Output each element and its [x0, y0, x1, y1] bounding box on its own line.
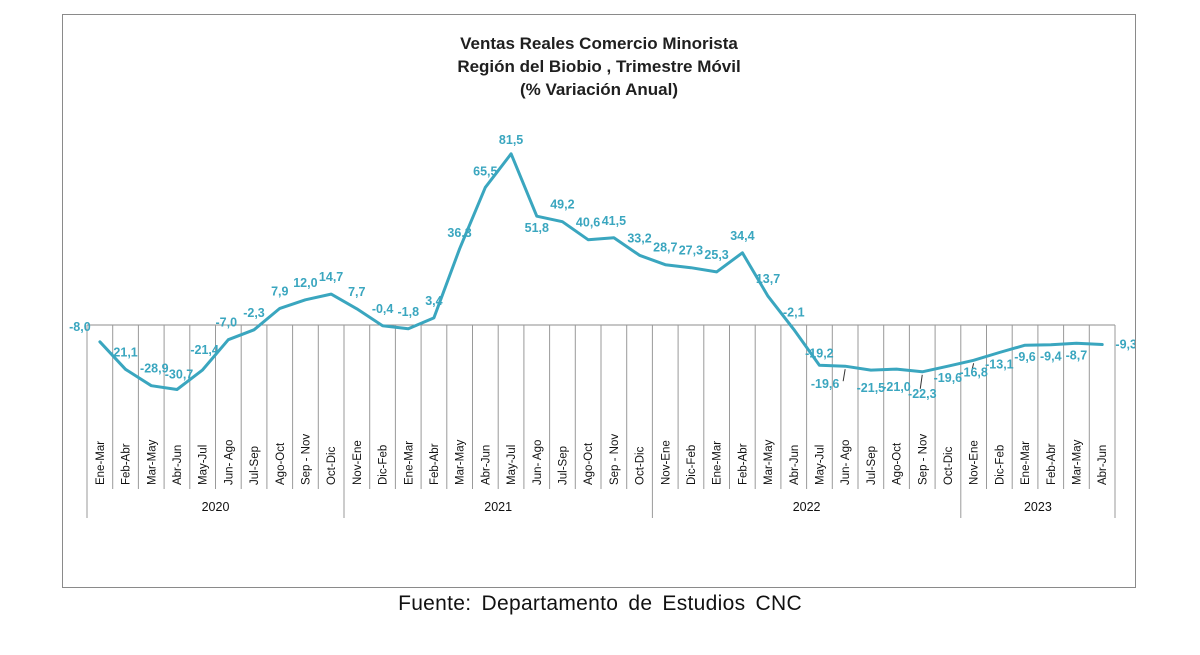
data-label: 65,5 — [473, 164, 497, 178]
x-tick-label: Feb-Abr — [737, 443, 749, 485]
data-label: 34,4 — [730, 229, 754, 243]
data-label: -13,1 — [985, 358, 1014, 372]
data-label: 7,7 — [348, 285, 365, 299]
year-label: 2023 — [1024, 500, 1052, 514]
x-tick-label: Abr-Jun — [789, 445, 801, 485]
chart-frame: Ventas Reales Comercio Minorista Región d… — [62, 14, 1136, 588]
data-label: -7,0 — [216, 316, 238, 330]
x-tick-label: Jun- Ago — [840, 440, 852, 485]
x-tick-label: Nov-Ene — [352, 440, 364, 485]
x-tick-label: Jun- Ago — [223, 440, 235, 485]
x-tick-label: Ene-Mar — [403, 441, 415, 485]
data-label: -21,0 — [882, 380, 911, 394]
x-tick-label: Feb-Abr — [1046, 443, 1058, 485]
x-tick-label: Feb-Abr — [429, 443, 441, 485]
x-tick-label: Mar-May — [1071, 439, 1083, 485]
x-tick-label: Mar-May — [455, 439, 467, 485]
data-label: 12,0 — [293, 276, 317, 290]
x-tick-label: Sep - Nov — [300, 434, 312, 485]
data-label: -8,0 — [69, 320, 91, 334]
data-label: -21,4 — [190, 343, 219, 357]
x-tick-label: Mar-May — [763, 439, 775, 485]
data-label: -19,6 — [811, 377, 840, 391]
label-leader-line — [842, 369, 846, 382]
source-note: Fuente: Departamento de Estudios CNC — [398, 592, 802, 615]
x-tick-label: Mar-May — [146, 439, 158, 485]
year-label: 2021 — [484, 500, 512, 514]
x-tick-label: Nov-Ene — [660, 440, 672, 485]
x-tick-label: Ago-Oct — [892, 442, 904, 485]
data-label: -9,3 — [1115, 338, 1135, 352]
data-label: 41,5 — [602, 214, 626, 228]
data-label: -0,4 — [372, 302, 394, 316]
chart-title-line-3: (% Variación Anual) — [520, 80, 678, 99]
data-label: 49,2 — [550, 198, 574, 212]
data-label: 28,7 — [653, 241, 677, 255]
data-label: -30,7 — [165, 368, 194, 382]
label-leader-line — [971, 363, 975, 372]
data-label: -1,8 — [398, 305, 420, 319]
x-tick-label: Ene-Mar — [95, 441, 107, 485]
data-label: -22,3 — [908, 387, 937, 401]
data-label: 7,9 — [271, 284, 288, 298]
data-label: 51,8 — [525, 221, 549, 235]
data-label: -2,1 — [783, 305, 805, 319]
x-tick-label: Jul-Sep — [249, 446, 261, 485]
x-tick-label: Abr-Jun — [1097, 445, 1109, 485]
data-label: -16,8 — [959, 365, 988, 379]
series-line — [98, 152, 1104, 391]
x-tick-label: Ago-Oct — [275, 442, 287, 485]
data-label: -9,4 — [1040, 350, 1062, 364]
data-label: 27,3 — [679, 244, 703, 258]
x-tick-label: Dic-Feb — [686, 445, 698, 485]
data-label: -21,1 — [109, 345, 138, 359]
x-tick-label: Oct-Dic — [326, 446, 338, 485]
label-leader-line — [919, 374, 923, 389]
data-label: 36,3 — [447, 226, 471, 240]
data-label: -9,6 — [1014, 350, 1036, 364]
x-tick-label: Dic-Feb — [378, 445, 390, 485]
x-tick-label: Jun- Ago — [532, 440, 544, 485]
x-tick-label: Abr-Jun — [480, 445, 492, 485]
year-label: 2020 — [202, 500, 230, 514]
x-tick-label: May-Jul — [198, 445, 210, 485]
data-label: -21,5 — [857, 381, 886, 395]
x-tick-label: Dic-Feb — [994, 445, 1006, 485]
data-label: 25,3 — [704, 248, 728, 262]
data-label: 40,6 — [576, 216, 600, 230]
line-chart: Ventas Reales Comercio Minorista Región d… — [69, 34, 1135, 518]
data-label: 13,7 — [756, 272, 780, 286]
x-tick-label: Ago-Oct — [583, 442, 595, 485]
x-tick-label: Jul-Sep — [866, 446, 878, 485]
x-tick-label: Abr-Jun — [172, 445, 184, 485]
x-tick-label: Ene-Mar — [712, 441, 724, 485]
data-label: -8,7 — [1066, 348, 1088, 362]
x-tick-label: May-Jul — [506, 445, 518, 485]
year-label: 2022 — [793, 500, 821, 514]
x-tick-label: Ene-Mar — [1020, 441, 1032, 485]
chart-title-line-1: Ventas Reales Comercio Minorista — [460, 34, 738, 53]
chart-title-line-2: Región del Biobio , Trimestre Móvil — [457, 57, 740, 76]
x-tick-label: Nov-Ene — [969, 440, 981, 485]
data-label: -2,3 — [243, 306, 265, 320]
x-tick-label: May-Jul — [814, 445, 826, 485]
x-tick-label: Jul-Sep — [557, 446, 569, 485]
x-tick-label: Sep - Nov — [609, 434, 621, 485]
x-tick-label: Oct-Dic — [943, 446, 955, 485]
x-tick-label: Sep - Nov — [917, 434, 929, 485]
data-label: -19,6 — [934, 371, 963, 385]
data-label: -28,9 — [140, 362, 169, 376]
data-label: 3,4 — [425, 294, 442, 308]
data-label: -19,2 — [805, 346, 834, 360]
data-label: 81,5 — [499, 133, 523, 147]
data-label: 14,7 — [319, 270, 343, 284]
data-label: 33,2 — [627, 231, 651, 245]
x-tick-label: Feb-Abr — [121, 443, 133, 485]
x-tick-label: Oct-Dic — [635, 446, 647, 485]
